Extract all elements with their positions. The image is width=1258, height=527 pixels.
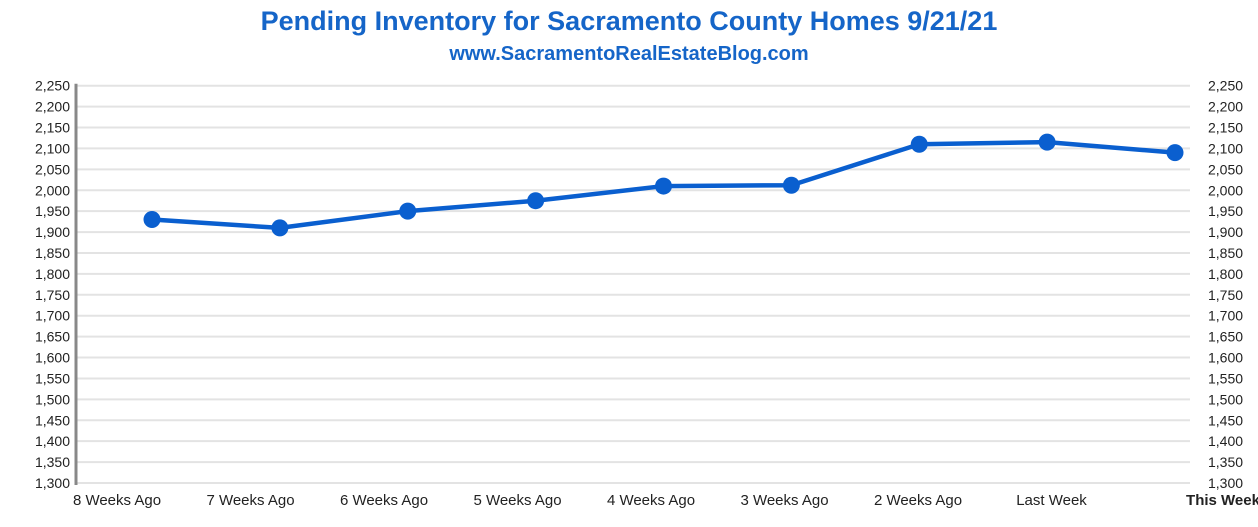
y-tick-label-right: 1,900 [1208, 224, 1243, 240]
y-tick-label-left: 1,450 [35, 412, 70, 428]
y-tick-label-left: 2,100 [35, 140, 70, 156]
data-point [1038, 133, 1056, 151]
x-tick-label: Last Week [1016, 492, 1087, 509]
x-tick-label: 2 Weeks Ago [874, 492, 962, 509]
y-tick-label-left: 2,250 [35, 78, 70, 94]
y-tick-label-left: 1,300 [35, 475, 70, 491]
y-tick-label-left: 1,900 [35, 224, 70, 240]
x-tick-label: 6 Weeks Ago [340, 492, 428, 509]
data-point [655, 177, 672, 195]
y-tick-label-left: 1,350 [35, 454, 70, 470]
y-tick-label-right: 2,150 [1208, 120, 1243, 136]
y-tick-label-right: 2,050 [1208, 161, 1243, 177]
x-tick-label: This Week [1186, 492, 1258, 509]
y-tick-label-right: 1,500 [1208, 391, 1243, 407]
y-tick-label-left: 1,750 [35, 287, 70, 303]
y-tick-label-right: 2,100 [1208, 140, 1243, 156]
y-tick-label-right: 2,000 [1208, 182, 1243, 198]
data-point [143, 211, 161, 229]
y-tick-label-left: 1,500 [35, 391, 70, 407]
y-tick-label-right: 1,800 [1208, 266, 1243, 282]
y-tick-label-right: 1,700 [1208, 308, 1243, 324]
y-tick-label-left: 1,600 [35, 350, 70, 366]
y-tick-label-right: 2,250 [1208, 78, 1243, 94]
y-tick-label-left: 2,050 [35, 161, 70, 177]
y-tick-label-right: 1,750 [1208, 287, 1243, 303]
y-tick-label-right: 1,650 [1208, 329, 1243, 345]
x-tick-label: 5 Weeks Ago [473, 492, 561, 509]
y-tick-label-right: 1,300 [1208, 475, 1243, 491]
data-point [782, 176, 800, 194]
data-point [910, 135, 928, 153]
chart-title: Pending Inventory for Sacramento County … [260, 6, 998, 36]
x-tick-label: 4 Weeks Ago [607, 492, 695, 509]
data-point [271, 219, 289, 237]
data-point [399, 202, 417, 220]
chart-subtitle: www.SacramentoRealEstateBlog.com [449, 43, 809, 65]
data-point [1166, 144, 1184, 162]
y-tick-label-right: 1,600 [1208, 350, 1243, 366]
data-point [527, 192, 545, 210]
y-tick-label-left: 2,200 [35, 99, 70, 115]
y-tick-label-left: 1,800 [35, 266, 70, 282]
y-tick-label-right: 1,450 [1208, 412, 1243, 428]
y-tick-label-left: 1,650 [35, 329, 70, 345]
y-tick-label-left: 1,850 [35, 245, 70, 261]
y-tick-label-right: 2,200 [1208, 99, 1243, 115]
x-tick-label: 3 Weeks Ago [740, 492, 828, 509]
y-tick-label-left: 2,150 [35, 120, 70, 136]
y-tick-label-right: 1,350 [1208, 454, 1243, 470]
y-tick-label-left: 1,400 [35, 433, 70, 449]
y-tick-label-right: 1,400 [1208, 433, 1243, 449]
y-tick-label-left: 1,550 [35, 370, 70, 386]
x-tick-label: 7 Weeks Ago [206, 492, 294, 509]
y-tick-label-right: 1,850 [1208, 245, 1243, 261]
y-tick-label-right: 1,950 [1208, 203, 1243, 219]
y-tick-label-left: 1,700 [35, 308, 70, 324]
y-tick-label-right: 1,550 [1208, 370, 1243, 386]
x-tick-label: 8 Weeks Ago [73, 492, 161, 509]
y-tick-label-left: 2,000 [35, 182, 70, 198]
y-tick-label-left: 1,950 [35, 203, 70, 219]
